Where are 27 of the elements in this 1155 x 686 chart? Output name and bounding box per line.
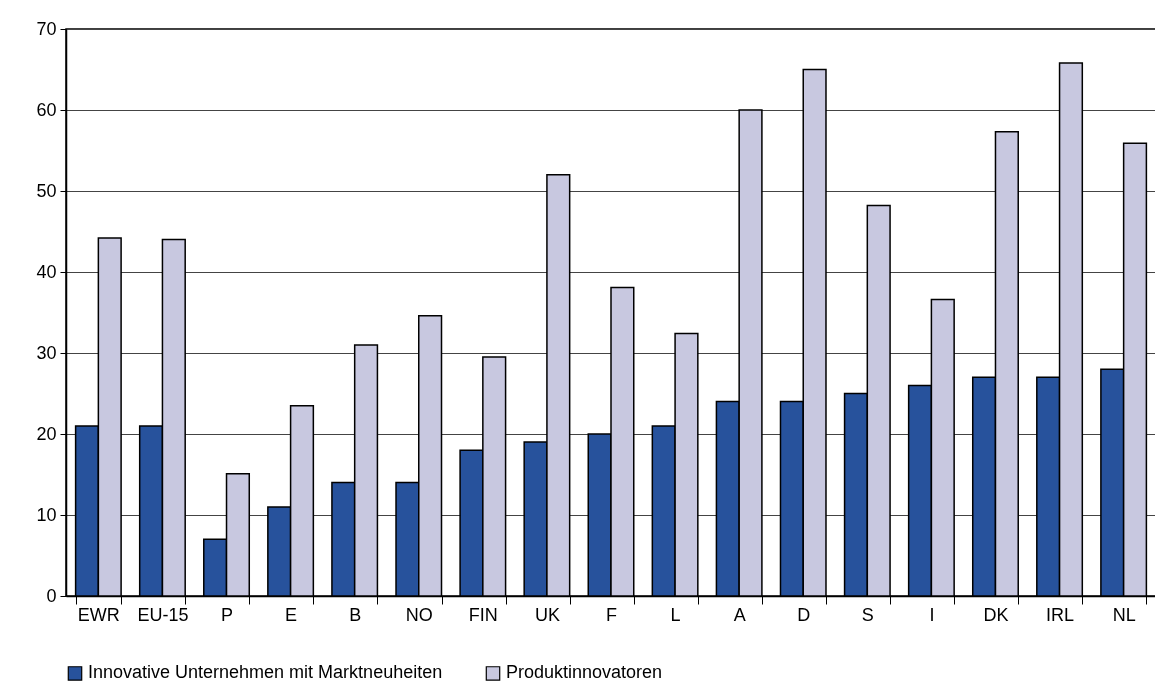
x-tick-label: NO [405, 604, 433, 625]
x-tick-label: D [797, 604, 811, 625]
y-tick-label: 60 [36, 99, 57, 120]
y-tick-label: 70 [36, 18, 57, 39]
x-tick-label: P [221, 604, 234, 625]
x-tick-label: F [606, 604, 617, 625]
y-tick-label: 0 [46, 585, 57, 606]
x-tick-label: I [929, 604, 935, 625]
x-tick-label: E [285, 604, 298, 625]
x-tick-label: DK [983, 604, 1009, 625]
x-tick-label: FIN [468, 604, 498, 625]
y-tick-label: 30 [36, 342, 57, 363]
legend-label: Innovative Unternehmen mit Marktneuheiten [88, 662, 443, 683]
x-tick-label: A [733, 604, 746, 625]
x-tick-label: EU-15 [137, 604, 189, 625]
x-tick-label: UK [534, 604, 560, 625]
x-tick-label: B [349, 604, 362, 625]
x-tick-label: EWR [77, 604, 120, 625]
y-tick-label: 10 [36, 504, 57, 525]
y-tick-label: 40 [36, 261, 57, 282]
x-tick-label: IRL [1046, 604, 1075, 625]
y-tick-label: 50 [36, 180, 57, 201]
legend-label: Produktinnovatoren [506, 662, 663, 683]
y-tick-label: 20 [36, 423, 57, 444]
x-tick-label: NL [1112, 604, 1136, 625]
x-tick-label: L [670, 604, 681, 625]
x-tick-label: S [861, 604, 874, 625]
